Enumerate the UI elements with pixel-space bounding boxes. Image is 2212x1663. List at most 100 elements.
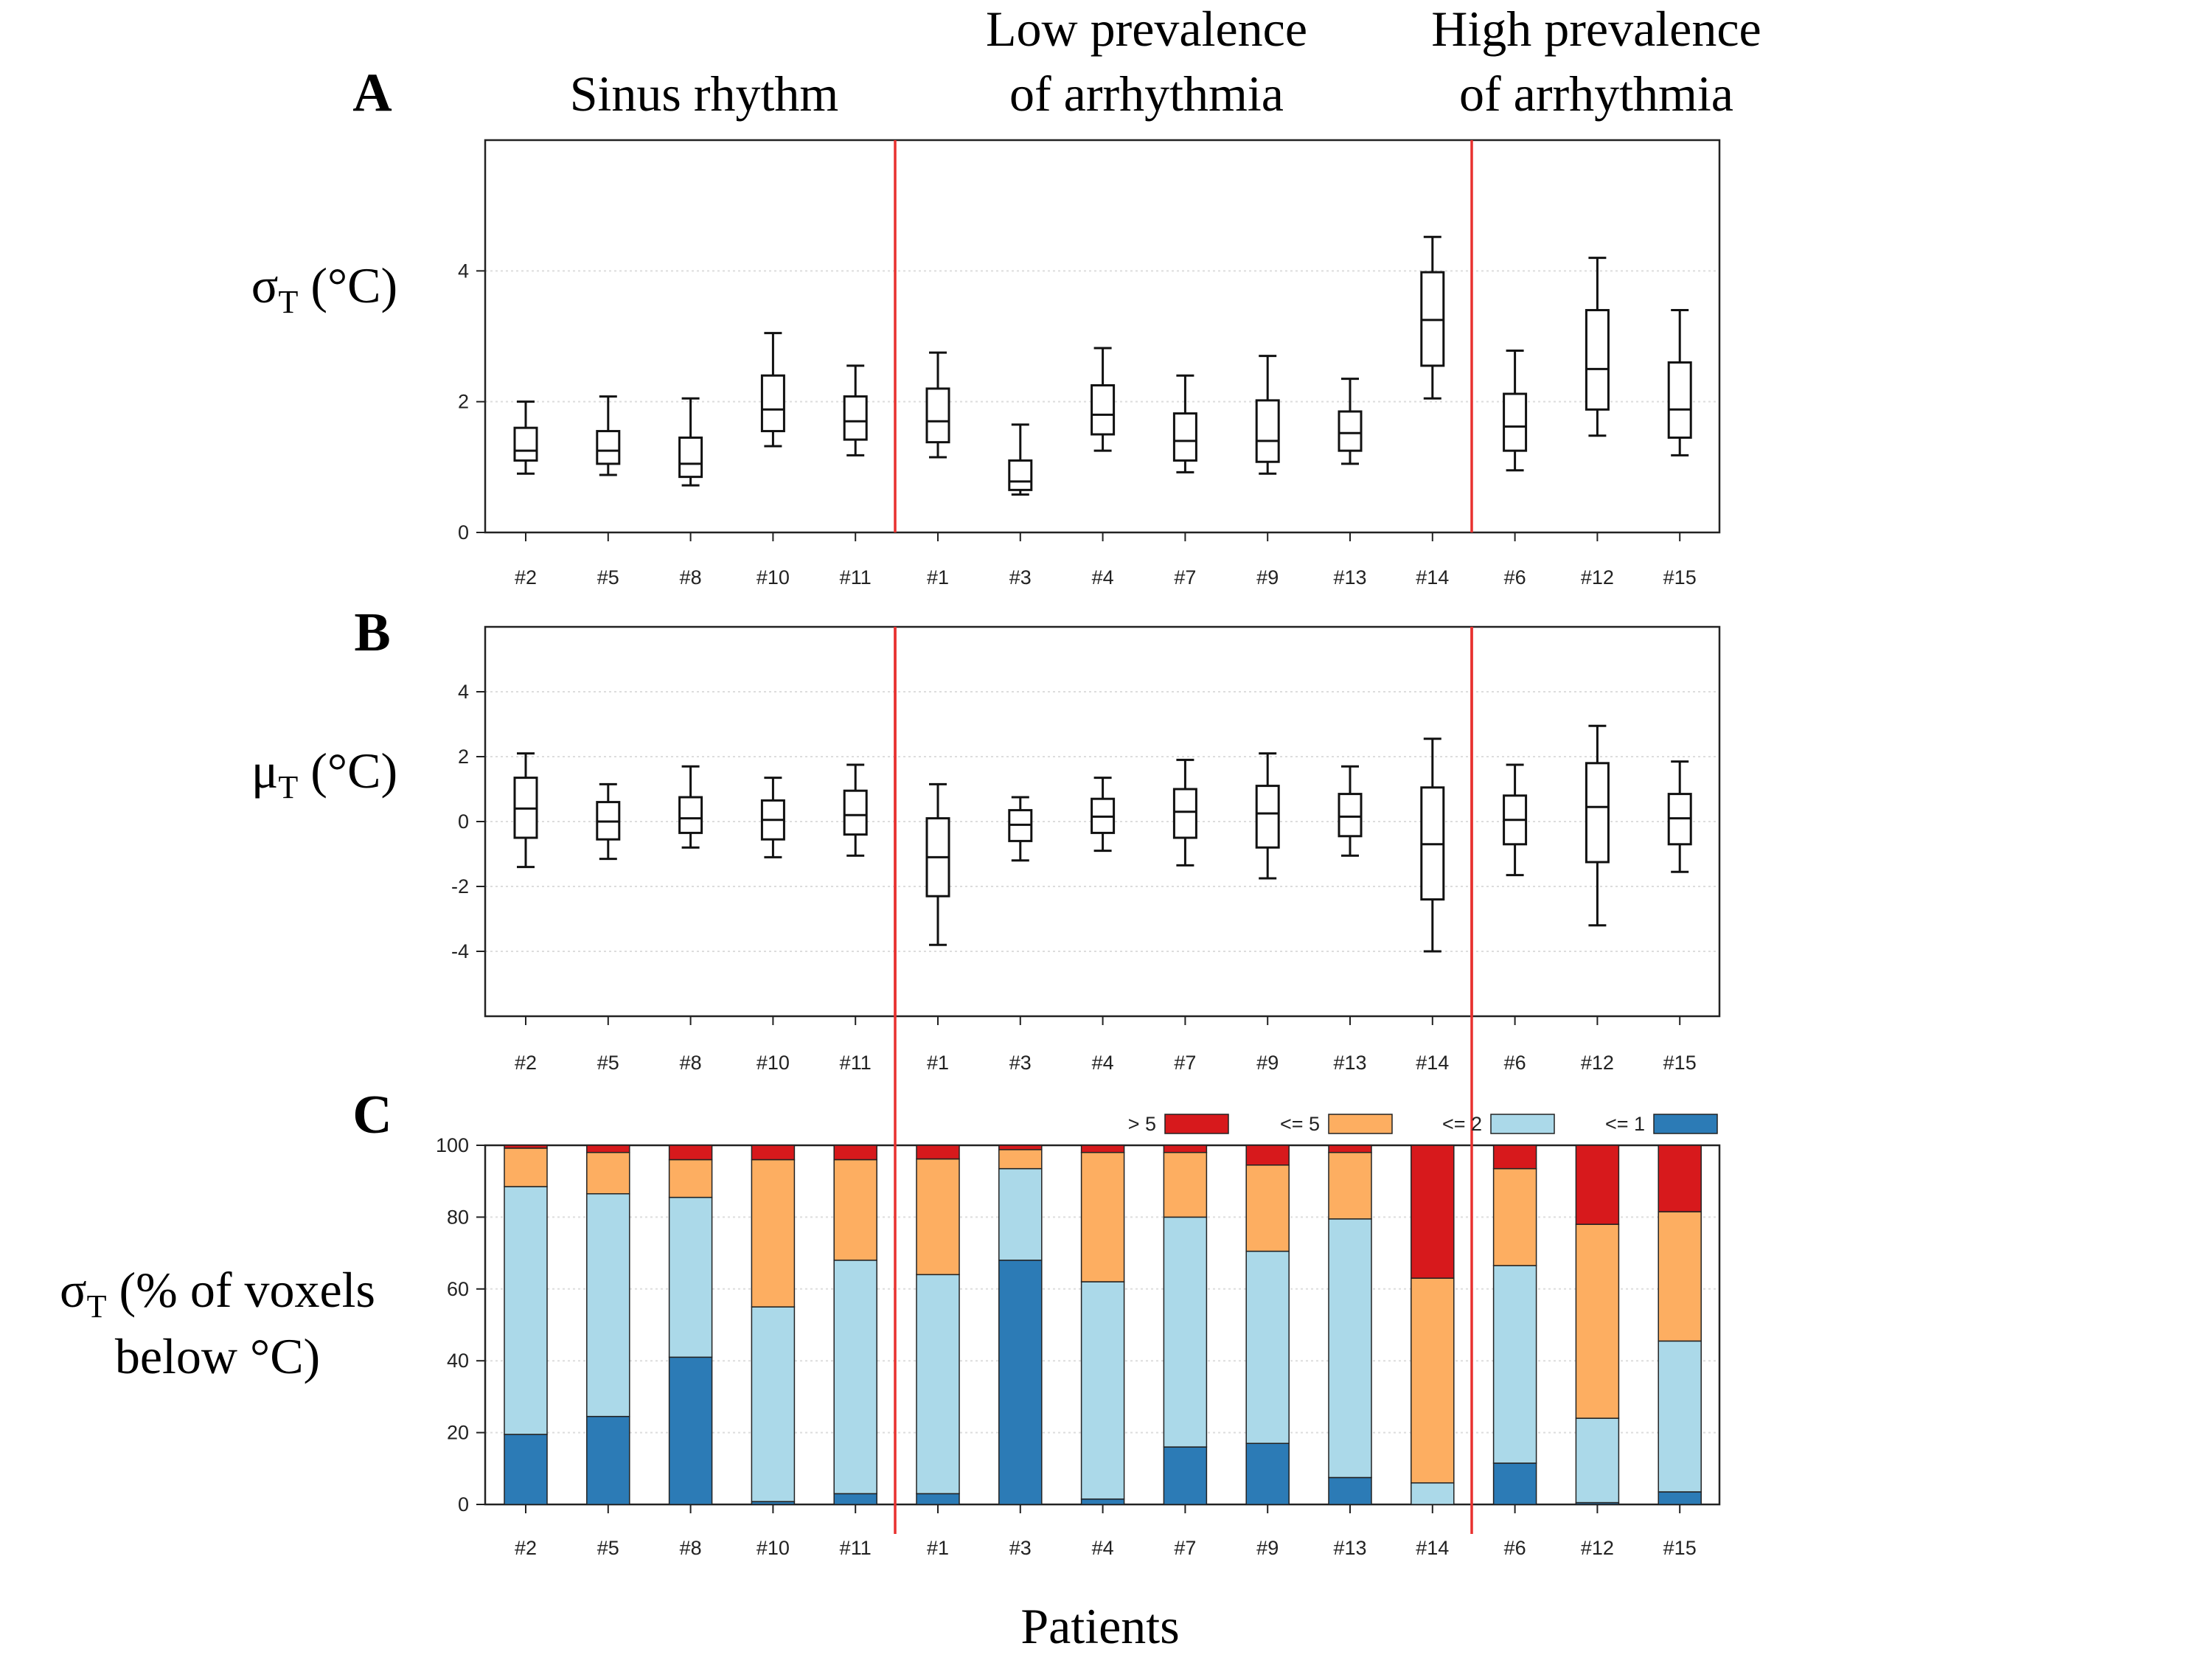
group-label-low-line1: Low prevalence — [986, 1, 1307, 57]
panel-a: 0 2 4 #2 #5 #8 #10 #11 #1 #3 #4 #7 #9 #13 #14 #6 #12 #15 — [458, 139, 1721, 589]
x-tick-label-a: #13 — [1333, 566, 1366, 589]
box-#14 — [1420, 235, 1445, 400]
x-tick-label-a: #5 — [597, 566, 619, 589]
box-iqr — [1255, 785, 1280, 849]
bar-segment-#10 — [751, 1159, 796, 1308]
bar-segment-#9 — [1245, 1442, 1290, 1505]
x-tick-label-a: #14 — [1416, 566, 1449, 589]
box-#8 — [678, 765, 703, 849]
bar-segment-#2 — [504, 1145, 548, 1149]
bar-segment-#6 — [1492, 1145, 1537, 1170]
box-iqr — [513, 426, 538, 462]
box-#3 — [1008, 423, 1033, 496]
x-tick-label-b: #11 — [840, 1052, 872, 1074]
x-tick-label-b: #6 — [1504, 1052, 1526, 1074]
box-#8 — [678, 397, 703, 487]
y-tick-label-c: 0 — [458, 1493, 469, 1516]
box-#3 — [1008, 796, 1033, 862]
legend-label: <= 5 — [1280, 1113, 1320, 1135]
bar-segment-#8 — [668, 1356, 713, 1505]
x-tick-label-a: #6 — [1504, 566, 1526, 589]
bar-segment-#7 — [1163, 1446, 1208, 1505]
bar-segment-#4 — [1080, 1145, 1125, 1153]
bar-segment-#15 — [1658, 1491, 1702, 1505]
bar-segment-#9 — [1245, 1164, 1290, 1252]
bar-segment-#1 — [916, 1493, 960, 1505]
bar-segment-#14 — [1411, 1145, 1455, 1279]
box-iqr — [760, 374, 785, 433]
box-#6 — [1503, 763, 1528, 877]
bar-segment-#3 — [998, 1167, 1043, 1261]
x-tick-label-a: #1 — [927, 566, 949, 589]
bar-segment-#15 — [1658, 1211, 1702, 1342]
ylabel-b: μT (°C) — [251, 743, 397, 805]
bar-segment-#1 — [916, 1145, 960, 1160]
x-tick-label-b: #12 — [1581, 1052, 1614, 1074]
plot-frame-a — [484, 139, 1721, 534]
legend-swatch — [1164, 1114, 1229, 1134]
x-tick-label-c: #15 — [1663, 1537, 1697, 1559]
box-iqr — [678, 436, 703, 479]
x-tick-label-c: #2 — [515, 1537, 537, 1559]
bar-segment-#12 — [1575, 1417, 1620, 1504]
y-tick-label-c: 60 — [447, 1278, 469, 1300]
box-iqr — [1172, 788, 1197, 839]
panel-letter-b: B — [354, 603, 390, 663]
x-tick-label-b: #15 — [1663, 1052, 1697, 1074]
legend-label: <= 1 — [1605, 1113, 1645, 1135]
bar-segment-#11 — [833, 1493, 877, 1505]
bar-segment-#11 — [833, 1260, 877, 1495]
ylabel-a: σT (°C) — [251, 257, 397, 320]
box-iqr — [1172, 412, 1197, 462]
bar-segment-#3 — [998, 1149, 1043, 1170]
bar-segment-#1 — [916, 1158, 960, 1276]
box-iqr — [1008, 459, 1033, 491]
box-#11 — [843, 364, 868, 456]
bar-segment-#10 — [751, 1145, 796, 1161]
box-#9 — [1255, 752, 1280, 880]
legend-label: > 5 — [1128, 1113, 1156, 1135]
x-tick-label-c: #10 — [757, 1537, 790, 1559]
y-tick-label-b: 4 — [458, 681, 469, 703]
bar-segment-#8 — [668, 1196, 713, 1358]
box-#4 — [1091, 347, 1116, 452]
bar-segment-#2 — [504, 1148, 548, 1187]
x-tick-label-c: #6 — [1504, 1537, 1526, 1559]
box-#12 — [1585, 257, 1610, 437]
x-tick-label-b: #10 — [757, 1052, 790, 1074]
box-#13 — [1338, 378, 1363, 465]
x-tick-label-c: #1 — [927, 1537, 949, 1559]
box-#4 — [1091, 777, 1116, 853]
x-tick-label-b: #7 — [1174, 1052, 1196, 1074]
x-tick-label-a: #4 — [1092, 566, 1114, 589]
box-iqr — [1255, 399, 1280, 463]
bar-segment-#4 — [1080, 1281, 1125, 1500]
box-iqr — [843, 789, 868, 836]
x-tick-label-b: #2 — [515, 1052, 537, 1074]
y-tick-label-b: 0 — [458, 810, 469, 833]
ylabel-c-line2: below °C) — [115, 1328, 320, 1384]
x-tick-label-a: #11 — [840, 566, 872, 589]
box-#7 — [1172, 758, 1197, 867]
y-tick-label-b: 2 — [458, 746, 469, 768]
box-iqr — [596, 430, 621, 465]
x-tick-label-c: #7 — [1174, 1537, 1196, 1559]
ylabel-c-line1: σT (% of voxels — [60, 1262, 375, 1325]
bar-segment-#11 — [833, 1159, 877, 1261]
x-tick-label-c: #13 — [1333, 1537, 1366, 1559]
bar-segment-#5 — [586, 1145, 630, 1153]
panel-letter-a: A — [352, 63, 392, 123]
legend-swatch — [1328, 1114, 1393, 1134]
bar-segment-#4 — [1080, 1498, 1125, 1505]
box-iqr — [1503, 392, 1528, 452]
bar-segment-#1 — [916, 1274, 960, 1495]
bar-segment-#6 — [1492, 1462, 1537, 1505]
x-tick-label-b: #1 — [927, 1052, 949, 1074]
bar-segment-#2 — [504, 1186, 548, 1435]
bar-segment-#15 — [1658, 1145, 1702, 1212]
legend-swatch — [1490, 1114, 1555, 1134]
bar-segment-#4 — [1080, 1151, 1125, 1282]
x-tick-label-c: #11 — [840, 1537, 872, 1559]
